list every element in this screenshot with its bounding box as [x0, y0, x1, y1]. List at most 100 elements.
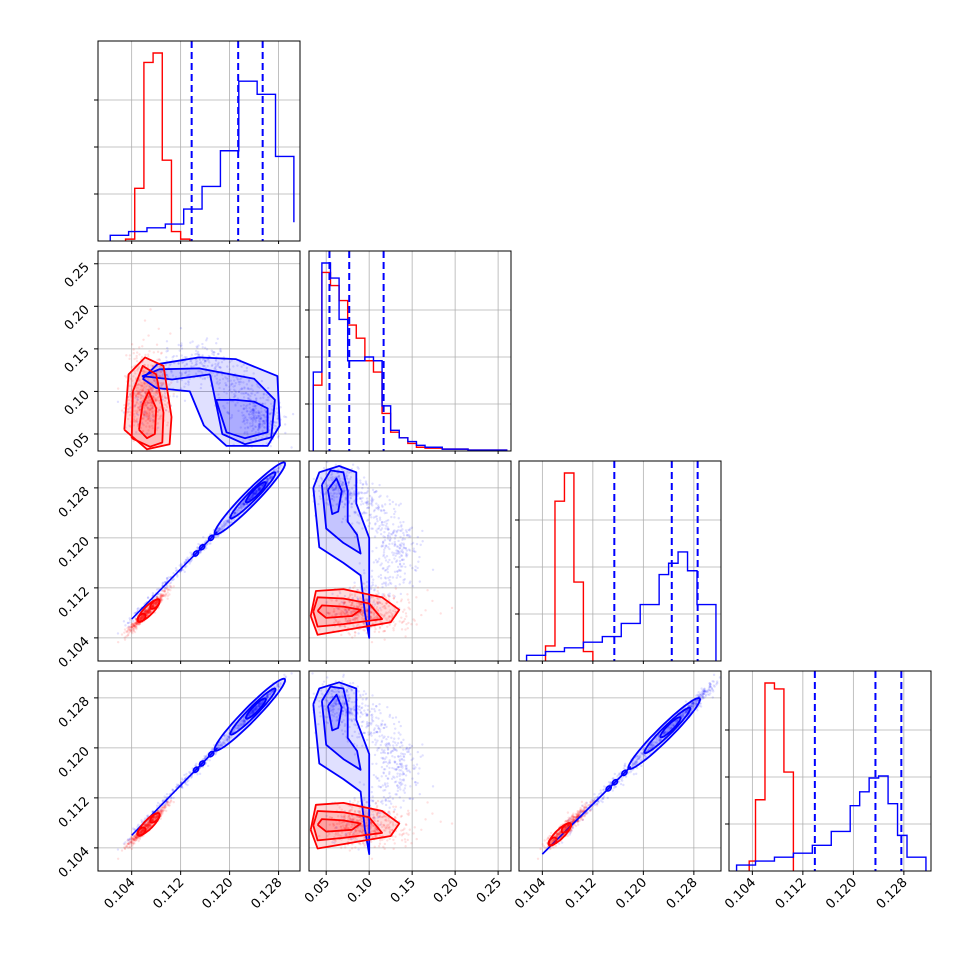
scatter-point-series-a — [183, 570, 186, 574]
scatter-point-series-b — [382, 604, 386, 608]
scatter-point-series-a — [400, 524, 403, 527]
scatter-point-series-a — [253, 418, 257, 421]
scatter-point-series-a — [386, 518, 390, 522]
scatter-point-series-a — [234, 512, 237, 515]
scatter-point-series-a — [361, 611, 365, 615]
scatter-point-series-a — [254, 425, 258, 429]
scatter-point-series-a — [412, 549, 415, 553]
scatter-point-series-a — [373, 603, 377, 606]
scatter-point-series-b — [375, 600, 379, 604]
scatter-point-series-b — [146, 406, 149, 409]
scatter-point-series-b — [390, 614, 393, 617]
scatter-point-series-b — [338, 612, 341, 615]
scatter-point-series-a — [341, 468, 344, 471]
scatter-point-series-b — [125, 845, 128, 849]
scatter-point-series-a — [402, 562, 406, 566]
scatter-point-series-a — [333, 496, 336, 499]
scatter-point-series-b — [169, 799, 172, 802]
scatter-point-series-b — [159, 382, 162, 385]
scatter-point-series-a — [178, 570, 182, 574]
scatter-point-series-a — [250, 712, 253, 715]
scatter-point-series-b — [159, 374, 162, 378]
scatter-point-series-a — [329, 492, 332, 495]
scatter-point-series-b — [143, 609, 146, 613]
scatter-point-series-b — [154, 398, 158, 401]
scatter-point-series-b — [155, 815, 159, 819]
scatter-point-series-a — [379, 577, 383, 580]
scatter-point-series-b — [139, 829, 143, 832]
scatter-point-series-b — [137, 393, 140, 396]
scatter-point-series-b — [403, 608, 406, 611]
scatter-point-series-a — [399, 592, 403, 596]
scatter-point-series-a — [413, 550, 416, 553]
scatter-point-series-b — [150, 819, 154, 822]
scatter-point-series-a — [250, 416, 253, 419]
scatter-point-series-a — [267, 479, 270, 482]
scatter-point-series-b — [147, 823, 150, 827]
scatter-point-series-b — [144, 413, 147, 417]
scatter-point-series-b — [402, 619, 406, 623]
scatter-point-series-a — [236, 726, 239, 730]
scatter-point-series-a — [384, 581, 388, 584]
scatter-point-series-b — [146, 827, 149, 830]
scatter-point-series-a — [217, 383, 220, 386]
scatter-point-series-a — [243, 721, 246, 724]
scatter-point-series-a — [246, 425, 249, 429]
scatter-point-series-b — [153, 379, 156, 382]
contour-series-a — [215, 399, 269, 440]
scatter-point-series-a — [361, 527, 364, 530]
scatter-point-series-a — [261, 419, 264, 423]
scatter-point-series-b — [152, 603, 155, 607]
scatter-point-series-a — [165, 373, 169, 377]
scatter-point-series-a — [216, 380, 219, 383]
scatter-point-series-a — [215, 342, 218, 345]
scatter-point-series-a — [284, 431, 287, 435]
scatter-point-series-a — [395, 529, 398, 533]
scatter-point-series-b — [362, 582, 366, 585]
scatter-point-series-a — [330, 494, 333, 498]
scatter-point-series-b — [145, 403, 148, 406]
scatter-point-series-b — [357, 605, 361, 608]
scatter-point-series-b — [152, 351, 156, 354]
scatter-point-series-a — [277, 467, 280, 470]
scatter-point-series-a — [252, 416, 255, 420]
scatter-point-series-a — [241, 505, 245, 508]
scatter-point-series-b — [383, 607, 386, 610]
scatter-point-series-a — [194, 363, 198, 366]
panel-2d-2-0 — [98, 461, 300, 661]
scatter-point-series-a — [189, 341, 192, 344]
scatter-point-series-b — [154, 602, 157, 606]
scatter-point-series-b — [347, 619, 350, 622]
scatter-point-series-a — [181, 568, 185, 572]
scatter-point-series-a — [178, 564, 181, 567]
scatter-point-series-b — [125, 845, 128, 848]
scatter-point-series-b — [146, 613, 149, 617]
scatter-point-series-a — [133, 828, 137, 831]
scatter-point-series-a — [257, 704, 261, 707]
scatter-point-series-a — [386, 528, 389, 531]
scatter-point-series-b — [381, 613, 384, 617]
scatter-point-series-b — [382, 593, 386, 596]
scatter-point-series-a — [380, 544, 384, 547]
scatter-point-series-a — [376, 520, 379, 523]
scatter-point-series-b — [388, 609, 392, 612]
scatter-point-series-a — [174, 569, 178, 573]
scatter-point-series-a — [168, 585, 171, 588]
scatter-point-series-a — [166, 578, 169, 581]
scatter-point-series-a — [194, 764, 197, 767]
scatter-point-series-a — [234, 389, 237, 393]
scatter-point-series-b — [166, 803, 170, 806]
scatter-point-series-b — [135, 627, 138, 631]
scatter-point-series-a — [388, 564, 391, 568]
scatter-point-series-b — [127, 628, 130, 632]
scatter-point-series-a — [217, 529, 220, 532]
scatter-point-series-b — [146, 608, 149, 612]
scatter-point-series-a — [195, 352, 199, 355]
scatter-point-series-a — [267, 477, 270, 481]
scatter-point-series-a — [393, 595, 396, 598]
scatter-point-series-b — [150, 388, 154, 392]
scatter-point-series-a — [212, 353, 216, 357]
scatter-point-series-b — [159, 370, 163, 374]
scatter-point-series-a — [366, 487, 370, 490]
scatter-point-series-a — [189, 359, 192, 363]
